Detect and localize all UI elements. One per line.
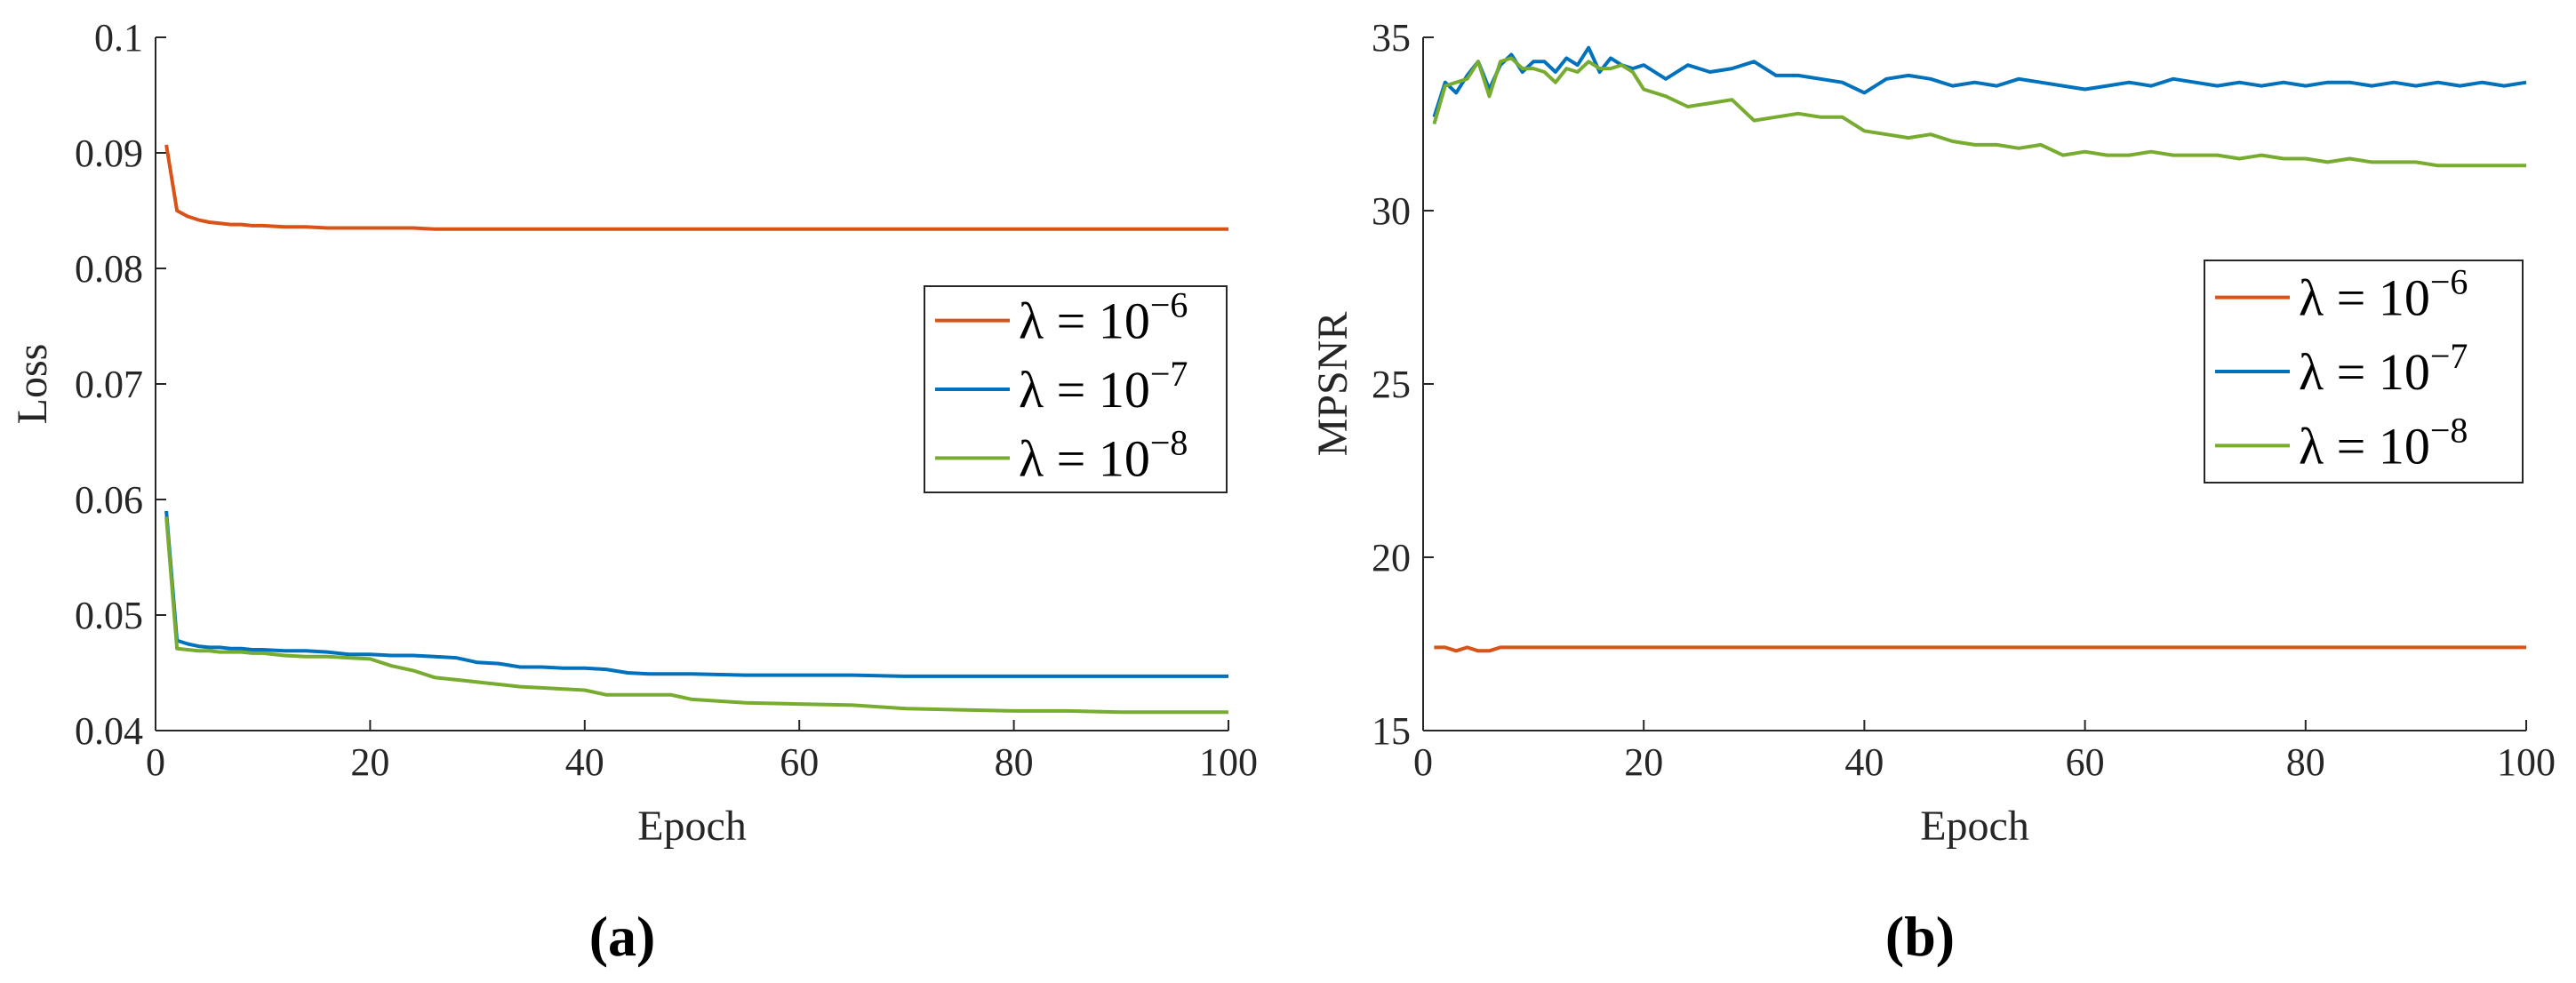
panel-label-b: (b) <box>1885 905 1955 968</box>
loss-chart-panel: 0 20 40 60 80 100 0.04 0.05 0.06 0.07 0.08 0.09 0.1 E… <box>9 16 1258 968</box>
legend-entry-base: λ = 10 <box>1019 361 1150 419</box>
series-line-s7 <box>1432 45 2527 118</box>
legend-entry-exponent: −7 <box>1150 354 1188 394</box>
legend-entry-base: λ = 10 <box>2299 269 2430 327</box>
legend-entry-base: λ = 10 <box>1019 429 1150 487</box>
y-tick-label: 35 <box>1372 16 1411 60</box>
legend-entry-s8: λ = 10−8 <box>1019 422 1188 487</box>
y-tick-label: 0.07 <box>75 363 143 406</box>
x-tick-label: 100 <box>1199 740 1258 784</box>
x-tick-label: 80 <box>2286 740 2325 784</box>
y-tick-label: 0.04 <box>75 709 143 753</box>
legend-entry-exponent: −7 <box>2430 336 2468 376</box>
legend-entry-base: λ = 10 <box>2299 343 2430 401</box>
y-tick-label: 20 <box>1372 536 1411 579</box>
x-tick-label: 40 <box>565 740 604 784</box>
legend-entry-exponent: −6 <box>1150 285 1188 325</box>
series-line-s7 <box>164 510 1228 678</box>
y-tick-label: 0.05 <box>75 594 143 637</box>
series-line-s8 <box>1432 56 2526 168</box>
legend-entry-s8: λ = 10−8 <box>2299 410 2468 475</box>
y-tick-label: 0.09 <box>75 132 143 175</box>
legend-entry-base: λ = 10 <box>1019 292 1150 350</box>
y-tick-label: 0.06 <box>75 478 143 522</box>
y-axis-label: Loss <box>9 344 56 425</box>
series-line-s6 <box>1434 645 2526 653</box>
legend-entry-s7: λ = 10−7 <box>1019 354 1188 419</box>
x-tick-label: 40 <box>1844 740 1884 784</box>
y-tick-label: 15 <box>1372 709 1411 753</box>
legend: λ = 10−6λ = 10−7λ = 10−8 <box>2204 260 2524 484</box>
series-line-s8 <box>164 516 1228 715</box>
x-tick-label: 60 <box>2066 740 2105 784</box>
y-axis-label: MPSNR <box>1309 312 1356 457</box>
x-axis-label: Epoch <box>1920 803 2029 850</box>
panel-label-a: (a) <box>589 905 656 968</box>
x-tick-label: 60 <box>780 740 819 784</box>
legend: λ = 10−6λ = 10−7λ = 10−8 <box>924 285 1228 493</box>
legend-entry-s6: λ = 10−6 <box>2299 262 2468 327</box>
x-tick-label: 20 <box>1624 740 1663 784</box>
legend-entry-exponent: −8 <box>1150 422 1188 462</box>
legend-entry-exponent: −6 <box>2430 262 2468 302</box>
legend-entry-s7: λ = 10−7 <box>2299 336 2468 401</box>
x-tick-label: 100 <box>2497 740 2556 784</box>
x-tick-label: 20 <box>350 740 389 784</box>
y-tick-label: 0.08 <box>75 247 143 291</box>
x-tick-label: 80 <box>995 740 1034 784</box>
legend-entry-base: λ = 10 <box>2299 417 2430 475</box>
legend-entry-s6: λ = 10−6 <box>1019 285 1188 350</box>
y-tick-label: 0.1 <box>94 16 143 60</box>
x-tick-label: 0 <box>146 740 165 784</box>
y-tick-label: 25 <box>1372 363 1411 406</box>
legend-entry-exponent: −8 <box>2430 410 2468 450</box>
y-tick-label: 30 <box>1372 189 1411 233</box>
series-line-s6 <box>164 144 1228 231</box>
x-axis-label: Epoch <box>637 803 747 850</box>
x-tick-label: 0 <box>1413 740 1433 784</box>
